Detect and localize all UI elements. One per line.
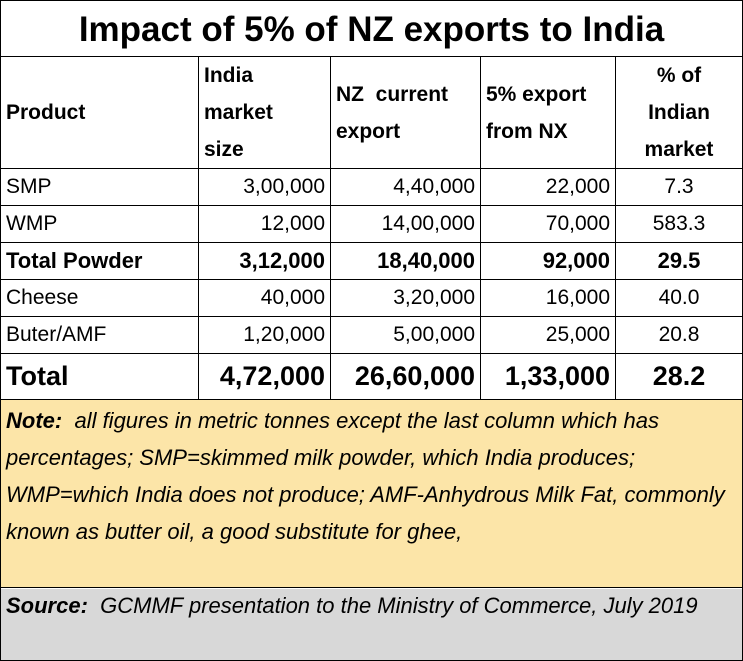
cell-product: Buter/AMF: [1, 317, 199, 353]
cell-india-market-size: 3,00,000: [199, 169, 331, 205]
table-row: Cheese 40,000 3,20,000 16,000 40.0: [1, 280, 742, 317]
table-row: Buter/AMF 1,20,000 5,00,000 25,000 20.8: [1, 317, 742, 354]
cell-pct-indian-market: 583.3: [652, 212, 706, 235]
header-india-market-size-text: India market size: [204, 64, 273, 161]
cell-product: WMP: [1, 206, 199, 242]
cell-product: SMP: [1, 169, 199, 205]
source-label: Source:: [6, 593, 88, 618]
header-pct-indian-market-text: % of Indian market: [644, 64, 714, 161]
header-nz-current-export: NZ current export: [331, 57, 481, 168]
cell-five-pct-export: 1,33,000: [481, 354, 616, 399]
cell-pct-indian-market: 7.3: [664, 175, 694, 198]
cell-india-market-size: 40,000: [199, 280, 331, 316]
cell-nz-current-export: 3,20,000: [331, 280, 481, 316]
table-row: Total Powder 3,12,000 18,40,000 92,000 2…: [1, 243, 742, 280]
source-text: GCMMF presentation to the Ministry of Co…: [87, 593, 698, 618]
cell-india-market-size: 4,72,000: [199, 354, 331, 399]
cell-product: Total Powder: [1, 243, 199, 279]
header-nz-current-export-text: NZ current export: [336, 82, 449, 143]
note-label: Note:: [6, 408, 63, 433]
source-box: Source: GCMMF presentation to the Minist…: [1, 589, 742, 660]
cell-five-pct-export: 92,000: [481, 243, 616, 279]
header-pct-indian-market: % of Indian market: [616, 57, 742, 168]
cell-product: Total: [1, 354, 199, 399]
header-india-market-size: India market size: [199, 57, 331, 168]
cell-pct-indian-market: 40.0: [658, 286, 700, 309]
cell-five-pct-export: 16,000: [481, 280, 616, 316]
table-title: Impact of 5% of NZ exports to India: [1, 1, 742, 57]
cell-pct-indian-market: 28.2: [652, 361, 706, 391]
cell-nz-current-export: 4,40,000: [331, 169, 481, 205]
table-row: WMP 12,000 14,00,000 70,000 583.3: [1, 206, 742, 243]
cell-product: Cheese: [1, 280, 199, 316]
cell-five-pct-export: 70,000: [481, 206, 616, 242]
table-row-total: Total 4,72,000 26,60,000 1,33,000 28.2: [1, 354, 742, 400]
note-text: all figures in metric tonnes except the …: [6, 408, 731, 544]
header-product: Product: [1, 57, 199, 168]
cell-five-pct-export: 25,000: [481, 317, 616, 353]
note-box: Note: all figures in metric tonnes excep…: [1, 400, 742, 588]
header-row: Product India market size NZ current exp…: [1, 57, 742, 169]
cell-nz-current-export: 5,00,000: [331, 317, 481, 353]
cell-india-market-size: 3,12,000: [199, 243, 331, 279]
cell-five-pct-export: 22,000: [481, 169, 616, 205]
cell-india-market-size: 1,20,000: [199, 317, 331, 353]
cell-nz-current-export: 14,00,000: [331, 206, 481, 242]
cell-nz-current-export: 18,40,000: [331, 243, 481, 279]
cell-nz-current-export: 26,60,000: [331, 354, 481, 399]
header-five-pct-export-text: 5% export from NX: [486, 82, 587, 143]
cell-pct-indian-market: 20.8: [658, 323, 700, 346]
cell-pct-indian-market: 29.5: [657, 248, 701, 273]
cell-india-market-size: 12,000: [199, 206, 331, 242]
table-row: SMP 3,00,000 4,40,000 22,000 7.3: [1, 169, 742, 206]
header-five-pct-export: 5% export from NX: [481, 57, 616, 168]
